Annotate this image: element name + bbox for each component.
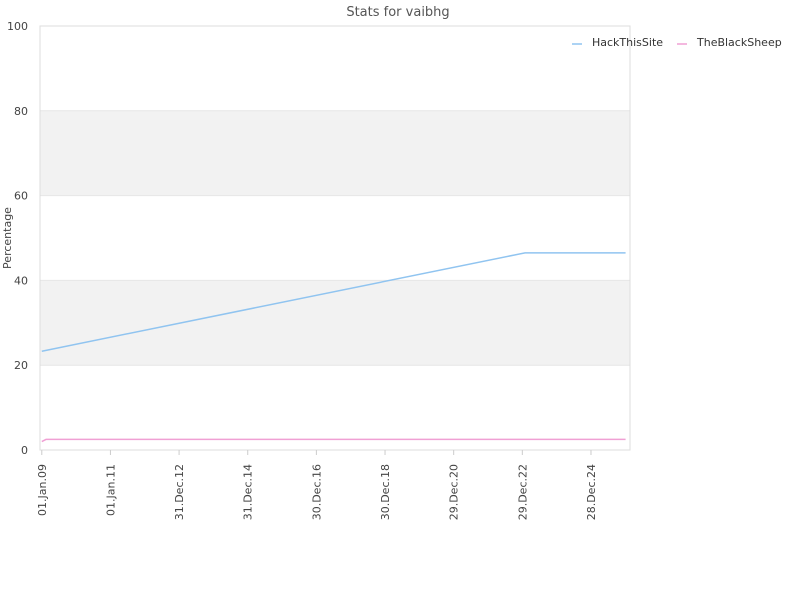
- x-tick-label: 30.Dec.18: [379, 464, 392, 520]
- x-tick-label: 01.Jan.09: [36, 464, 49, 516]
- series-lines: [41, 252, 626, 443]
- gridlines: [40, 25, 630, 451]
- x-tick-label: 01.Jan.11: [104, 464, 117, 516]
- plot-bands: [40, 110, 630, 366]
- plot-band: [40, 110, 630, 196]
- chart-title: Stats for vaibhg: [346, 5, 449, 20]
- series-line-hackthissite: [41, 252, 626, 352]
- y-tick-label: 0: [21, 444, 28, 457]
- x-tick-label: 29.Dec.20: [448, 464, 461, 520]
- y-tick-label: 100: [7, 20, 28, 33]
- x-tick-label: 28.Dec.24: [585, 464, 598, 520]
- x-tick-label: 30.Dec.16: [310, 464, 323, 520]
- y-tick-label: 20: [14, 359, 28, 372]
- x-tick-label: 29.Dec.22: [516, 464, 529, 520]
- legend: HackThisSite TheBlackSheep: [572, 36, 782, 49]
- plot-band: [40, 280, 630, 366]
- x-axis-ticks: 01.Jan.09 01.Jan.11 31.Dec.12 31.Dec.14 30.D…: [36, 450, 598, 520]
- y-tick-label: 60: [14, 190, 28, 203]
- legend-label: HackThisSite: [592, 36, 663, 49]
- legend-label: TheBlackSheep: [696, 36, 782, 49]
- series-line-theblacksheep: [41, 438, 626, 443]
- y-tick-label: 80: [14, 105, 28, 118]
- plot-frame: [39, 25, 631, 451]
- y-tick-label: 40: [14, 274, 28, 287]
- x-tick-label: 31.Dec.14: [242, 464, 255, 520]
- y-axis-ticks: 0 20 40 60 80 100: [7, 20, 28, 457]
- x-tick-label: 31.Dec.12: [173, 464, 186, 520]
- y-axis-label: Percentage: [1, 207, 14, 269]
